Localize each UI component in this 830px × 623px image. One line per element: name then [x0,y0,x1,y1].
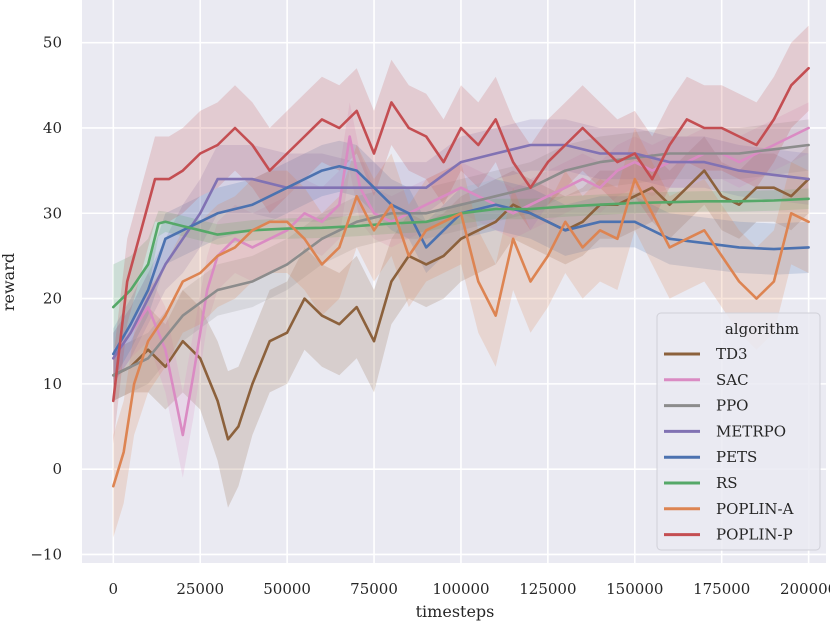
y-axis-label: reward [0,253,18,311]
x-axis-ticks: 0 25000 50000 75000 100000 125000 150000 175000… [109,580,830,598]
y-tick-label: 0 [52,460,62,478]
x-tick-label: 200000 [780,580,830,598]
legend-label-sac: SAC [716,371,749,389]
line-poplin-a [112,177,810,488]
y-tick-label: 50 [43,34,62,52]
x-tick-label: 150000 [606,580,663,598]
legend-label-pets: PETS [716,448,757,466]
x-tick-label: 100000 [432,580,489,598]
line-rs [112,197,810,309]
legend-label-poplin-a: POPLIN-A [716,500,794,518]
y-tick-label: 20 [43,290,62,308]
band-pets [113,140,809,380]
line-ppo [112,143,810,377]
series-lines [112,66,810,488]
y-tick-label: 10 [43,375,62,393]
x-tick-label: 50000 [263,580,311,598]
line-metrpo [112,143,810,360]
line-poplin-p [112,66,810,403]
x-tick-label: 75000 [350,580,398,598]
y-tick-label: 40 [43,119,62,137]
x-tick-label: 125000 [519,580,576,598]
legend-title: algorithm [725,320,799,338]
band-poplin-p [113,25,809,444]
band-ppo [113,119,809,401]
y-tick-label: −10 [30,545,62,563]
x-tick-label: 175000 [693,580,750,598]
x-tick-label: 0 [109,580,119,598]
y-axis-ticks: −10 0 10 20 30 40 50 [30,34,62,564]
band-metrpo [113,119,809,384]
legend-label-poplin-p: POPLIN-P [716,526,793,544]
band-sac [113,102,809,478]
legend-label-ppo: PPO [716,397,748,415]
legend-label-td3: TD3 [716,345,748,363]
legend: algorithm TD3 SAC PPO METRPO PETS RS POPLIN-A P… [656,312,821,551]
legend-label-rs: RS [716,474,738,492]
line-td3 [112,169,810,441]
band-td3 [113,136,809,508]
x-tick-label: 25000 [176,580,224,598]
legend-box [656,312,821,551]
y-tick-label: 30 [43,204,62,222]
legend-label-metrpo: METRPO [716,422,786,440]
x-axis-label: timesteps [416,602,495,621]
